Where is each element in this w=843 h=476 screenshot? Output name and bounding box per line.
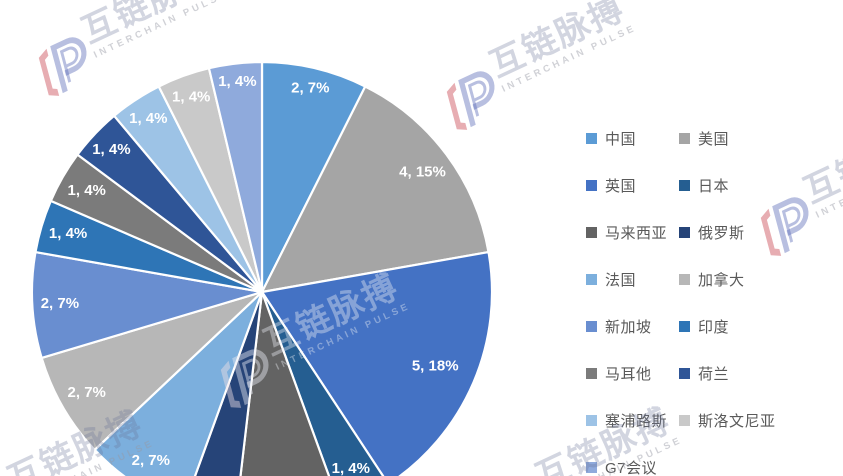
legend-label: 美国 [698,131,730,148]
legend-label: 印度 [698,319,730,336]
legend-label: G7会议 [605,460,658,476]
legend-item-2: 英国 [586,175,679,196]
slice-label-3: 1, 4% [332,460,370,476]
slice-label-1: 4, 15% [399,163,446,180]
legend-label: 斯洛文尼亚 [698,413,776,430]
pie-slice-1 [260,85,490,294]
legend: 中国 美国英国 日本马来西亚 俄罗斯法国 加拿大新加坡 印度马耳他 荷兰塞浦路斯 斯洛文尼亚 G… [586,115,776,476]
legend-label: 日本 [698,178,730,195]
pie-slice-2 [260,250,494,476]
legend-swatch-icon [679,180,690,191]
legend-swatch-icon [586,227,597,238]
slice-label-0: 2, 7% [291,79,329,96]
legend-item-12: 塞浦路斯 [586,410,679,431]
legend-label: 新加坡 [605,319,652,336]
legend-item-14: G7会议 [586,457,679,476]
legend-swatch-icon [679,368,690,379]
legend-swatch-icon [586,368,597,379]
legend-item-1: 美国 [679,128,776,149]
legend-swatch-icon [586,321,597,332]
legend-item-4: 马来西亚 [586,222,679,243]
legend-item-0: 中国 [586,128,679,149]
legend-label: 加拿大 [698,272,745,289]
legend-item-7: 加拿大 [679,269,776,290]
slice-label-2: 5, 18% [412,358,459,375]
legend-item-13: 斯洛文尼亚 [679,410,776,431]
pie-slice-7 [40,290,264,451]
legend-swatch-icon [586,133,597,144]
legend-item-6: 法国 [586,269,679,290]
legend-item-8: 新加坡 [586,316,679,337]
legend-label: 马耳他 [605,366,652,383]
legend-label: 英国 [605,178,637,195]
slice-label-6: 2, 7% [132,452,170,469]
legend-swatch-icon [586,415,597,426]
legend-label: 塞浦路斯 [605,413,668,430]
legend-label: 中国 [605,131,637,148]
legend-label: 法国 [605,272,637,289]
legend-swatch-icon [679,321,690,332]
legend-label: 马来西亚 [605,225,668,242]
slice-label-7: 2, 7% [68,384,106,401]
pie-slice-0 [260,60,367,294]
slice-label-10: 1, 4% [68,182,106,199]
legend-swatch-icon [586,462,597,473]
legend-swatch-icon [586,274,597,285]
legend-swatch-icon [679,227,690,238]
pie-slice-3 [260,290,385,476]
pie-slice-14 [207,60,264,294]
legend-swatch-icon [679,274,690,285]
slice-label-13: 1, 4% [172,88,210,105]
slice-label-9: 1, 4% [49,225,87,242]
legend-item-9: 印度 [679,316,776,337]
legend-swatch-icon [679,133,690,144]
pie-slice-8 [30,250,264,360]
slice-label-14: 1, 4% [218,73,256,90]
legend-item-11: 荷兰 [679,363,776,384]
legend-swatch-icon [679,415,690,426]
legend-label: 荷兰 [698,366,730,383]
legend-item-5: 俄罗斯 [679,222,776,243]
slice-label-8: 2, 7% [41,295,79,312]
slice-label-12: 1, 4% [129,110,167,127]
slice-label-11: 1, 4% [92,141,130,158]
pie-slice-4 [239,290,331,476]
legend-label: 俄罗斯 [698,225,745,242]
legend-swatch-icon [586,180,597,191]
legend-item-3: 日本 [679,175,776,196]
pie-slice-6 [93,290,264,476]
legend-item-10: 马耳他 [586,363,679,384]
